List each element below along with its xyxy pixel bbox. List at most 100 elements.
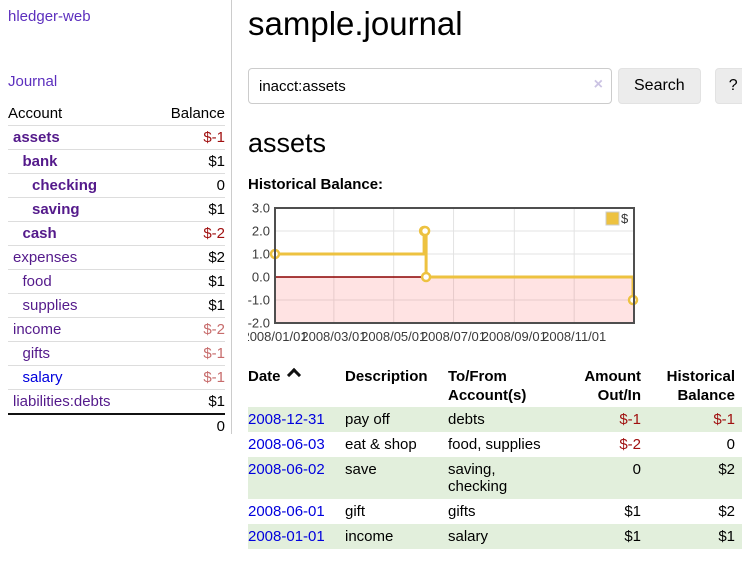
register-cell-amount: $-2	[619, 436, 641, 453]
register-cell-accounts: salary	[448, 528, 489, 545]
register-row: 2008-06-01 gift gifts $1 $2	[248, 499, 742, 524]
account-row: saving $1	[8, 197, 225, 222]
search-button[interactable]: Search	[618, 68, 701, 104]
account-heading: assets	[248, 128, 327, 158]
register-cell-date: 2008-06-02	[248, 457, 345, 499]
register-header-accounts: To/From Account(s)	[448, 368, 527, 404]
account-link-gifts[interactable]: gifts	[22, 345, 51, 362]
historical-balance-chart: $3.0 2.0 1.0 0.0 -1.0 -2.0 2008/01/01 2008/03/0…	[248, 201, 742, 349]
accounts-table: Account Balance assets $-1 bank $1 checking 0…	[8, 102, 225, 438]
search-form: × Search ?	[248, 68, 742, 104]
register-header-row: Date Description To/From Account(s) Amou…	[248, 365, 742, 407]
register-header-description: Description	[345, 368, 428, 385]
accounts-header-balance: Balance	[149, 102, 225, 126]
register-cell-balance: $1	[718, 528, 735, 545]
accounts-header-account: Account	[8, 102, 150, 126]
account-row: gifts $-1	[8, 341, 225, 366]
account-link-salary[interactable]: salary	[22, 369, 63, 386]
svg-text:2008/07/01: 2008/07/01	[421, 329, 486, 344]
account-row: food $1	[8, 269, 225, 294]
page-title: sample.journal	[248, 5, 463, 42]
account-row: checking 0	[8, 173, 225, 198]
account-link-checking[interactable]: checking	[32, 177, 98, 194]
register-header-date[interactable]: Date	[248, 365, 345, 407]
svg-text:$: $	[621, 211, 629, 226]
account-link-supplies[interactable]: supplies	[22, 297, 78, 314]
register-cell-accounts: debts	[448, 411, 485, 428]
account-balance: $2	[149, 245, 225, 270]
nav-journal-link[interactable]: Journal	[8, 73, 58, 90]
account-balance: $-2	[149, 317, 225, 342]
account-row: bank $1	[8, 149, 225, 174]
svg-text:2008/09/01: 2008/09/01	[482, 329, 547, 344]
svg-text:3.0: 3.0	[252, 201, 270, 216]
register-row: 2008-12-31 pay off debts $-1 $-1	[248, 407, 742, 432]
account-link-bank[interactable]: bank	[22, 153, 58, 170]
accounts-total-value: 0	[149, 413, 225, 438]
account-row: liabilities:debts $1	[8, 389, 225, 414]
account-link-food[interactable]: food	[22, 273, 52, 290]
account-balance: $1	[149, 149, 225, 174]
account-link-assets[interactable]: assets	[13, 129, 60, 146]
account-row: income $-2	[8, 317, 225, 342]
chart-title: Historical Balance:	[248, 176, 384, 193]
transaction-date-link[interactable]: 2008-06-01	[248, 503, 325, 520]
register-cell-amount: $1	[624, 528, 641, 545]
register-cell-balance: $2	[718, 461, 735, 478]
sidebar: hledger-web Journal Account Balance asse…	[0, 0, 232, 438]
account-balance: $-1	[149, 341, 225, 366]
account-link-liabilities-debts[interactable]: liabilities:debts	[13, 393, 111, 410]
account-balance: $-1	[203, 129, 225, 146]
register-cell-amount: $1	[624, 503, 641, 520]
svg-text:2008/03/01: 2008/03/01	[301, 329, 366, 344]
svg-text:2008/05/01: 2008/05/01	[361, 329, 426, 344]
register-cell-accounts: saving, checking	[448, 461, 508, 495]
register-cell-description: save	[345, 461, 377, 478]
sort-ascending-icon	[286, 367, 301, 383]
svg-text:2.0: 2.0	[252, 224, 270, 239]
account-row: assets $-1	[8, 126, 225, 150]
main-content: sample.journal × Search ? assets Histori…	[248, 0, 742, 549]
register-table: Date Description To/From Account(s) Amou…	[248, 365, 742, 549]
account-balance: $1	[149, 389, 225, 414]
register-cell-amount: $-1	[619, 411, 641, 428]
account-balance: $1	[149, 293, 225, 318]
register-cell-date: 2008-06-03	[248, 432, 345, 457]
register-header-balance: Historical Balance	[666, 368, 735, 404]
register-cell-description: pay off	[345, 411, 390, 428]
account-row: expenses $2	[8, 245, 225, 270]
clear-search-icon[interactable]: ×	[593, 76, 603, 93]
account-balance: $1	[149, 269, 225, 294]
search-input[interactable]	[248, 68, 612, 104]
register-row: 2008-01-01 income salary $1 $1	[248, 524, 742, 549]
transaction-date-link[interactable]: 2008-01-01	[248, 528, 325, 545]
account-link-income[interactable]: income	[13, 321, 62, 338]
svg-text:1.0: 1.0	[252, 247, 270, 262]
register-cell-description: gift	[345, 503, 366, 520]
help-button[interactable]: ?	[714, 68, 742, 104]
register-cell-description: income	[345, 528, 394, 545]
register-row: 2008-06-02 save saving, checking 0 $2	[248, 457, 742, 499]
transaction-date-link[interactable]: 2008-06-02	[248, 461, 325, 478]
account-link-expenses[interactable]: expenses	[13, 249, 78, 266]
account-balance: $-1	[149, 365, 225, 390]
svg-text:2008/11/01: 2008/11/01	[542, 329, 606, 344]
transaction-date-link[interactable]: 2008-12-31	[248, 411, 325, 428]
svg-text:0.0: 0.0	[252, 270, 270, 285]
account-row: cash $-2	[8, 221, 225, 246]
svg-text:2008/01/01: 2008/01/01	[248, 329, 308, 344]
register-cell-balance: 0	[726, 436, 735, 453]
register-cell-date: 2008-06-01	[248, 499, 345, 524]
account-balance: $-2	[149, 221, 225, 246]
account-balance: 0	[149, 173, 225, 198]
register-cell-accounts: food, supplies	[448, 436, 541, 453]
account-row: salary $-1	[8, 365, 225, 390]
account-link-cash[interactable]: cash	[22, 225, 57, 242]
account-row: supplies $1	[8, 293, 225, 318]
register-cell-date: 2008-01-01	[248, 524, 345, 549]
register-cell-amount: 0	[632, 461, 641, 478]
transaction-date-link[interactable]: 2008-06-03	[248, 436, 325, 453]
account-link-saving[interactable]: saving	[32, 201, 80, 218]
brand-link[interactable]: hledger-web	[8, 8, 91, 25]
svg-text:-1.0: -1.0	[248, 293, 270, 308]
